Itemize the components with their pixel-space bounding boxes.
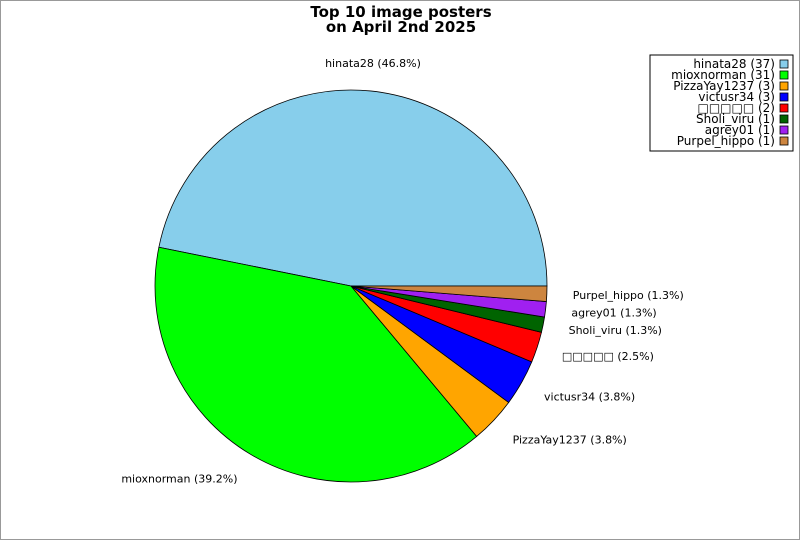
legend-label-unnamed-4: □□□□□ (2) (697, 101, 775, 115)
legend-label-agrey01: agrey01 (1) (705, 123, 775, 137)
legend-swatch-hinata28 (779, 59, 789, 69)
slice-label-victusr34: victusr34 (3.8%) (544, 391, 635, 404)
slice-label-pizzayay1237: PizzaYay1237 (3.8%) (513, 434, 627, 447)
pie-slices (154, 89, 548, 483)
chart-title: Top 10 image posters on April 2nd 2025 (310, 3, 491, 36)
legend-label-mioxnorman: mioxnorman (31) (671, 68, 775, 82)
legend-label-purpel-hippo: Purpel_hippo (1) (677, 134, 775, 148)
slice-label-hinata28: hinata28 (46.8%) (325, 57, 421, 70)
pie-slice-mioxnorman (154, 246, 478, 483)
legend-swatch-unnamed-4 (779, 103, 789, 113)
legend-swatch-victusr34 (779, 92, 789, 102)
legend-swatch-mioxnorman (779, 70, 789, 80)
legend-label-sholi-viru: Sholi_viru (1) (696, 112, 775, 126)
legend-label-hinata28: hinata28 (37) (693, 57, 775, 71)
slice-label-mioxnorman: mioxnorman (39.2%) (121, 473, 237, 486)
slice-label-purpel-hippo: Purpel_hippo (1.3%) (573, 289, 684, 302)
pie-slice-purpel-hippo (350, 285, 548, 303)
chart-title-line-1: Top 10 image posters (310, 3, 491, 21)
legend-swatch-sholi-viru (779, 114, 789, 124)
legend-swatch-agrey01 (779, 125, 789, 135)
slice-label-sholi-viru: Sholi_viru (1.3%) (569, 324, 662, 337)
chart-title-line-2: on April 2nd 2025 (326, 18, 476, 36)
pie-slice-hinata28 (158, 89, 548, 287)
legend-label-victusr34: victusr34 (3) (698, 90, 775, 104)
legend: hinata28 (37)mioxnorman (31)PizzaYay1237… (649, 54, 794, 152)
legend-swatch-purpel-hippo (779, 136, 789, 146)
legend-swatch-pizzayay1237 (779, 81, 789, 91)
slice-labels: hinata28 (46.8%) mioxnorman (39.2%) PizzaY… (121, 57, 683, 485)
legend-frame (649, 54, 794, 152)
slice-label-unnamed-4: □□□□□ (2.5%) (562, 350, 654, 363)
legend-label-pizzayay1237: PizzaYay1237 (3) (673, 79, 775, 93)
slice-label-agrey01: agrey01 (1.3%) (571, 307, 656, 320)
